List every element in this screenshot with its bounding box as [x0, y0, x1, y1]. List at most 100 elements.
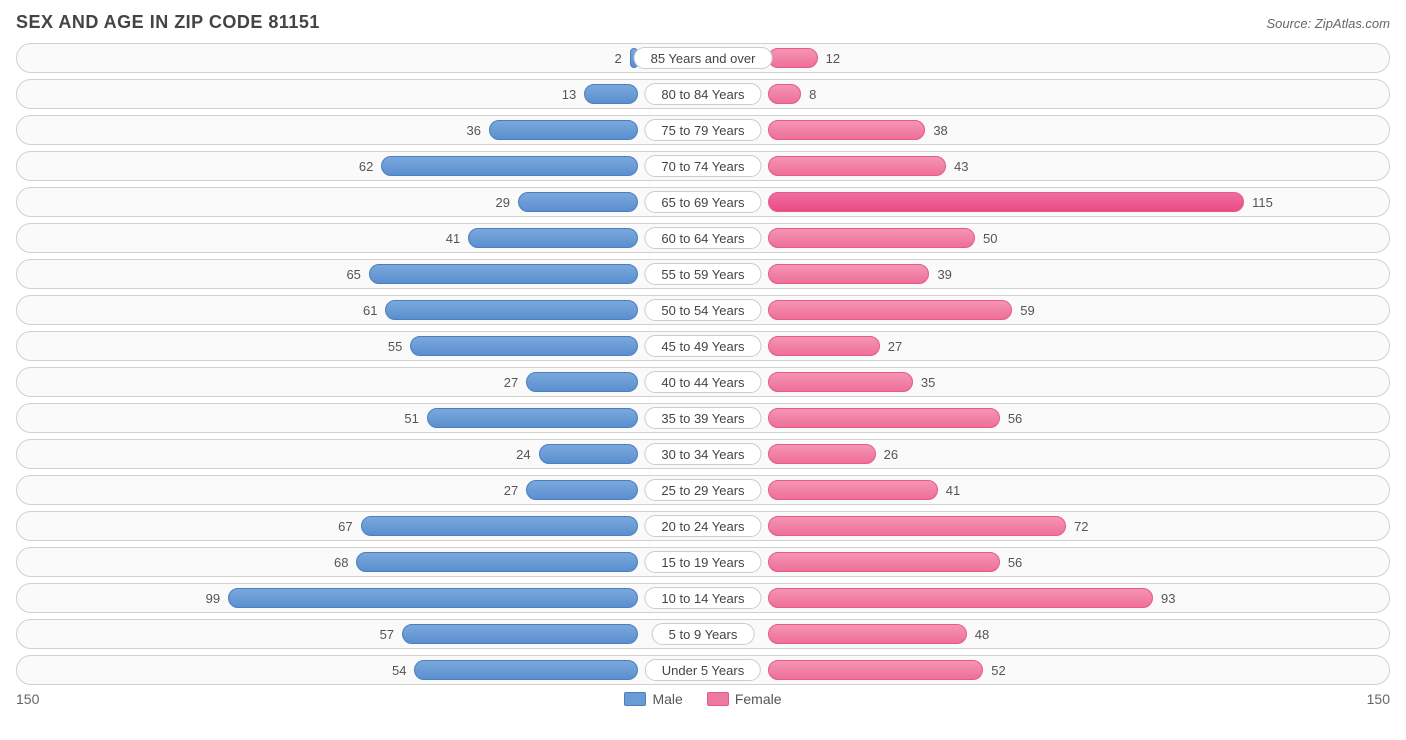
male-value: 57 [372, 620, 402, 648]
female-bar [768, 372, 913, 392]
male-half: 2 [17, 44, 703, 72]
pyramid-row: 60 to 64 Years 41 50 [16, 223, 1390, 253]
female-bar [768, 516, 1066, 536]
male-bar [489, 120, 638, 140]
legend-item-female: Female [707, 691, 782, 707]
female-value: 59 [1012, 296, 1042, 324]
female-half: 26 [703, 440, 1389, 468]
male-half: 57 [17, 620, 703, 648]
pyramid-row: Under 5 Years5452 [16, 655, 1390, 685]
legend-item-male: Male [624, 691, 682, 707]
female-half: 43 [703, 152, 1389, 180]
female-bar [768, 120, 925, 140]
female-half: 48 [703, 620, 1389, 648]
male-bar [402, 624, 638, 644]
pyramid-row: 10 to 14 Years 99 93 [16, 583, 1390, 613]
male-half: 24 [17, 440, 703, 468]
age-label: 60 to 64 Years [644, 227, 761, 249]
population-pyramid-chart: 85 Years and over2 12 80 to 84 Years138 75 … [16, 43, 1390, 685]
legend-female-label: Female [735, 691, 782, 707]
male-half: 55 [17, 332, 703, 360]
male-value: 27 [496, 368, 526, 396]
female-bar [768, 48, 818, 68]
male-half: 65 [17, 260, 703, 288]
pyramid-row: 55 to 59 Years65 39 [16, 259, 1390, 289]
age-label: 10 to 14 Years [644, 587, 761, 609]
female-value: 48 [967, 620, 997, 648]
male-value: 24 [508, 440, 538, 468]
pyramid-row: 35 to 39 Years5156 [16, 403, 1390, 433]
male-half: 29 [17, 188, 703, 216]
male-bar [356, 552, 638, 572]
age-label: 85 Years and over [634, 47, 773, 69]
male-bar [361, 516, 638, 536]
source-name: ZipAtlas.com [1315, 16, 1390, 31]
male-value: 68 [326, 548, 356, 576]
male-value: 29 [487, 188, 517, 216]
age-label: Under 5 Years [645, 659, 761, 681]
pyramid-row: 80 to 84 Years138 [16, 79, 1390, 109]
male-swatch-icon [624, 692, 646, 706]
pyramid-row: 30 to 34 Years2426 [16, 439, 1390, 469]
male-bar [584, 84, 638, 104]
pyramid-row: 85 Years and over2 12 [16, 43, 1390, 73]
male-value: 36 [459, 116, 489, 144]
female-bar [768, 192, 1244, 212]
female-value: 39 [929, 260, 959, 288]
age-label: 20 to 24 Years [644, 515, 761, 537]
female-half: 27 [703, 332, 1389, 360]
female-bar [768, 588, 1153, 608]
female-value: 12 [818, 44, 848, 72]
male-half: 54 [17, 656, 703, 684]
female-bar [768, 552, 1000, 572]
male-value: 55 [380, 332, 410, 360]
male-bar [526, 480, 638, 500]
female-bar [768, 156, 946, 176]
female-half: 93 [703, 584, 1389, 612]
male-value: 27 [496, 476, 526, 504]
source-prefix: Source: [1266, 16, 1314, 31]
pyramid-row: 15 to 19 Years6856 [16, 547, 1390, 577]
age-label: 75 to 79 Years [644, 119, 761, 141]
female-value: 27 [880, 332, 910, 360]
male-bar [427, 408, 638, 428]
chart-header: SEX AND AGE IN ZIP CODE 81151 Source: Zi… [16, 12, 1390, 33]
female-value: 72 [1066, 512, 1096, 540]
chart-title: SEX AND AGE IN ZIP CODE 81151 [16, 12, 320, 33]
pyramid-row: 70 to 74 Years6243 [16, 151, 1390, 181]
male-half: 68 [17, 548, 703, 576]
male-bar [385, 300, 638, 320]
female-value: 41 [938, 476, 968, 504]
female-value: 115 [1244, 188, 1281, 216]
female-bar [768, 624, 967, 644]
male-bar [381, 156, 638, 176]
male-bar [518, 192, 638, 212]
male-half: 27 [17, 476, 703, 504]
male-bar [414, 660, 638, 680]
male-value: 41 [438, 224, 468, 252]
pyramid-row: 45 to 49 Years 55 27 [16, 331, 1390, 361]
female-value: 50 [975, 224, 1005, 252]
age-label: 35 to 39 Years [644, 407, 761, 429]
male-bar [539, 444, 638, 464]
female-half: 59 [703, 296, 1389, 324]
male-value: 99 [198, 584, 228, 612]
female-bar [768, 444, 876, 464]
age-label: 65 to 69 Years [644, 191, 761, 213]
female-value: 38 [925, 116, 955, 144]
pyramid-row: 65 to 69 Years 29 115 [16, 187, 1390, 217]
female-half: 50 [703, 224, 1389, 252]
age-label: 45 to 49 Years [644, 335, 761, 357]
female-half: 12 [703, 44, 1389, 72]
male-half: 13 [17, 80, 703, 108]
female-half: 56 [703, 548, 1389, 576]
female-half: 8 [703, 80, 1389, 108]
age-label: 70 to 74 Years [644, 155, 761, 177]
age-label: 55 to 59 Years [644, 263, 761, 285]
female-value: 35 [913, 368, 943, 396]
female-swatch-icon [707, 692, 729, 706]
male-value: 2 [607, 44, 630, 72]
male-half: 99 [17, 584, 703, 612]
pyramid-row: 75 to 79 Years 36 38 [16, 115, 1390, 145]
legend: Male Female [624, 691, 781, 707]
